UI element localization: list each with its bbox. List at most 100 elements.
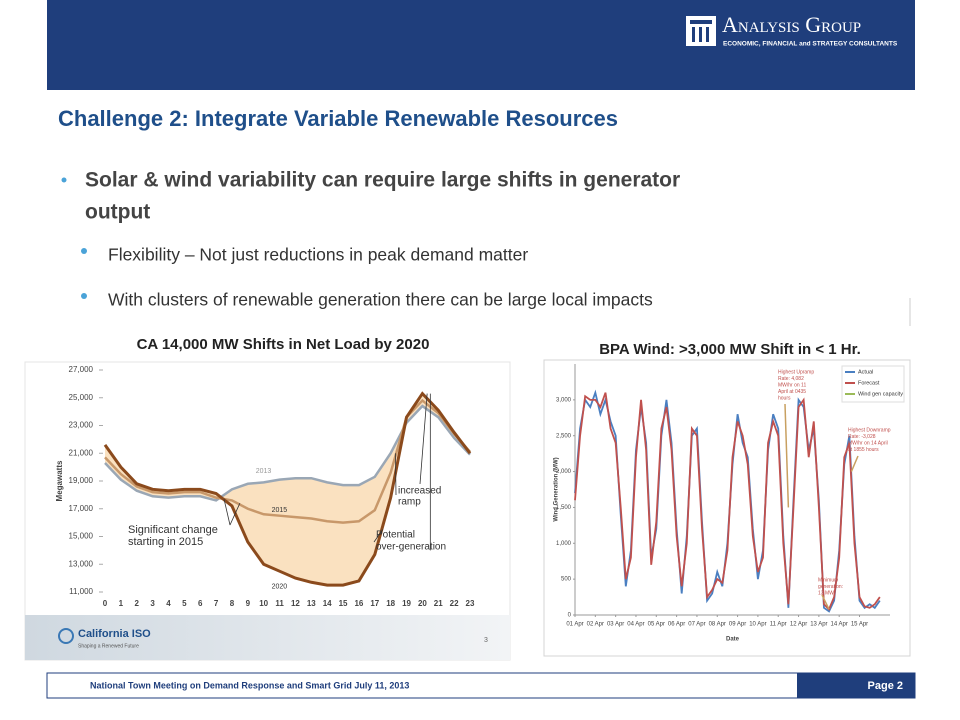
bullet-dot — [81, 248, 87, 254]
chart-caption: BPA Wind: >3,000 MW Shift in < 1 Hr. — [599, 341, 861, 358]
bullet: Solar & wind variability can require lar… — [85, 169, 680, 192]
annotation: starting in 2015 — [128, 536, 203, 548]
y-tick-label: 0 — [568, 613, 572, 619]
legend-label: Forecast — [858, 380, 880, 386]
x-tick-label: 02 Apr — [587, 622, 604, 628]
annotation: generation: — [818, 584, 843, 590]
x-tick-label: 16 — [354, 599, 363, 608]
legend-label: Wind gen capacity — [858, 391, 903, 397]
logo-icon — [686, 16, 716, 46]
chart-frame — [543, 359, 911, 657]
series-line — [103, 391, 472, 587]
page-box — [797, 673, 915, 698]
legend-label: Actual — [858, 369, 873, 375]
y-tick-label: 2,000 — [556, 469, 572, 475]
x-tick-label: 07 Apr — [688, 622, 705, 628]
annotation: MW/hr on 11 — [778, 382, 806, 388]
series-label: 2020 — [272, 583, 288, 590]
y-tick-label: 25,000 — [69, 393, 94, 402]
sub-bullet: Flexibility – Not just reductions in pea… — [108, 245, 528, 265]
slide-title: Challenge 2: Integrate Variable Renewabl… — [58, 106, 618, 131]
x-tick-label: 6 — [198, 599, 203, 608]
annotation: Highest Downramp — [848, 427, 891, 433]
annotation: increased — [398, 486, 441, 497]
x-tick-label: 14 Apr — [831, 622, 848, 628]
x-tick-label: 10 Apr — [749, 622, 766, 628]
y-tick-label: 3,000 — [556, 397, 572, 403]
x-tick-label: 13 Apr — [810, 622, 827, 628]
x-tick-label: 08 Apr — [709, 622, 726, 628]
annotation: Significant change — [128, 524, 218, 536]
y-tick-label: 27,000 — [69, 365, 94, 374]
series-label: 2015 — [272, 507, 288, 514]
x-tick-label: 09 Apr — [729, 622, 746, 628]
x-tick-label: 17 — [370, 599, 379, 608]
annotation: 13 MW — [818, 590, 834, 596]
x-axis-label: Date — [726, 637, 740, 643]
source-strip — [25, 615, 510, 660]
annotation: hours — [778, 395, 791, 401]
series-line — [104, 404, 471, 502]
annotation: Minimum — [818, 577, 838, 583]
x-tick-label: 9 — [246, 599, 251, 608]
x-tick-label: 03 Apr — [607, 622, 624, 628]
x-tick-label: 4 — [166, 599, 171, 608]
bullet-dot — [81, 293, 87, 299]
x-tick-label: 1 — [119, 599, 124, 608]
chart-caption: CA 14,000 MW Shifts in Net Load by 2020 — [137, 336, 430, 353]
x-tick-label: 14 — [323, 599, 332, 608]
series-label: 2013 — [256, 468, 272, 475]
x-tick-label: 01 Apr — [566, 622, 583, 628]
page-number: Page 2 — [868, 680, 903, 692]
annotation: Potential — [376, 530, 415, 541]
x-tick-label: 5 — [182, 599, 187, 608]
annotation: Rate: 4,082 — [778, 376, 804, 382]
y-tick-label: 11,000 — [69, 587, 93, 596]
x-tick-label: 8 — [230, 599, 235, 608]
iso-logo — [58, 628, 74, 644]
tagline: ECONOMIC, FINANCIAL and STRATEGY CONSULT… — [723, 41, 898, 48]
x-tick-label: 7 — [214, 599, 219, 608]
y-axis-label: Wind Generation (MW) — [554, 457, 560, 521]
source-logo: California ISO — [78, 628, 151, 640]
annotation: at 1855 hours — [848, 447, 879, 453]
x-tick-label: 22 — [450, 599, 459, 608]
y-axis-label: Megawatts — [55, 460, 64, 501]
x-tick-label: 2 — [135, 599, 140, 608]
x-tick-label: 10 — [259, 599, 268, 608]
annotation: over-generation — [376, 542, 446, 553]
x-tick-label: 12 — [291, 599, 300, 608]
x-tick-label: 23 — [466, 599, 475, 608]
y-tick-label: 19,000 — [69, 476, 94, 485]
x-tick-label: 13 — [307, 599, 316, 608]
header-band — [47, 0, 915, 90]
x-tick-label: 0 — [103, 599, 108, 608]
y-tick-label: 15,000 — [69, 532, 94, 541]
x-tick-label: 19 — [402, 599, 411, 608]
x-tick-label: 20 — [418, 599, 427, 608]
y-tick-label: 17,000 — [69, 504, 94, 513]
arrow — [784, 403, 859, 610]
y-tick-label: 1,500 — [556, 505, 572, 511]
y-tick-label: 21,000 — [69, 448, 94, 457]
y-tick-label: 2,500 — [556, 433, 572, 439]
annotation: April at 0435 — [778, 389, 806, 395]
x-tick-label: 18 — [386, 599, 395, 608]
footer-bar — [46, 672, 916, 699]
annotation: MW/hr on 14 April — [848, 440, 888, 446]
bullet: output — [85, 201, 150, 224]
footer-text: National Town Meeting on Demand Response… — [90, 680, 409, 690]
x-tick-label: 3 — [150, 599, 155, 608]
arrow — [223, 393, 428, 543]
x-tick-label: 11 — [275, 599, 284, 608]
bullet-dot — [61, 177, 67, 183]
sub-bullet: With clusters of renewable generation th… — [108, 290, 653, 310]
annotation: Rate: -3,028 — [848, 434, 876, 440]
y-tick-label: 1,000 — [556, 541, 572, 547]
x-tick-label: 04 Apr — [627, 622, 644, 628]
slide-number: 3 — [484, 637, 488, 644]
source-tagline: Shaping a Renewed Future — [78, 643, 139, 649]
y-tick-label: 13,000 — [69, 559, 94, 568]
x-tick-label: 21 — [434, 599, 443, 608]
x-tick-label: 05 Apr — [648, 622, 665, 628]
